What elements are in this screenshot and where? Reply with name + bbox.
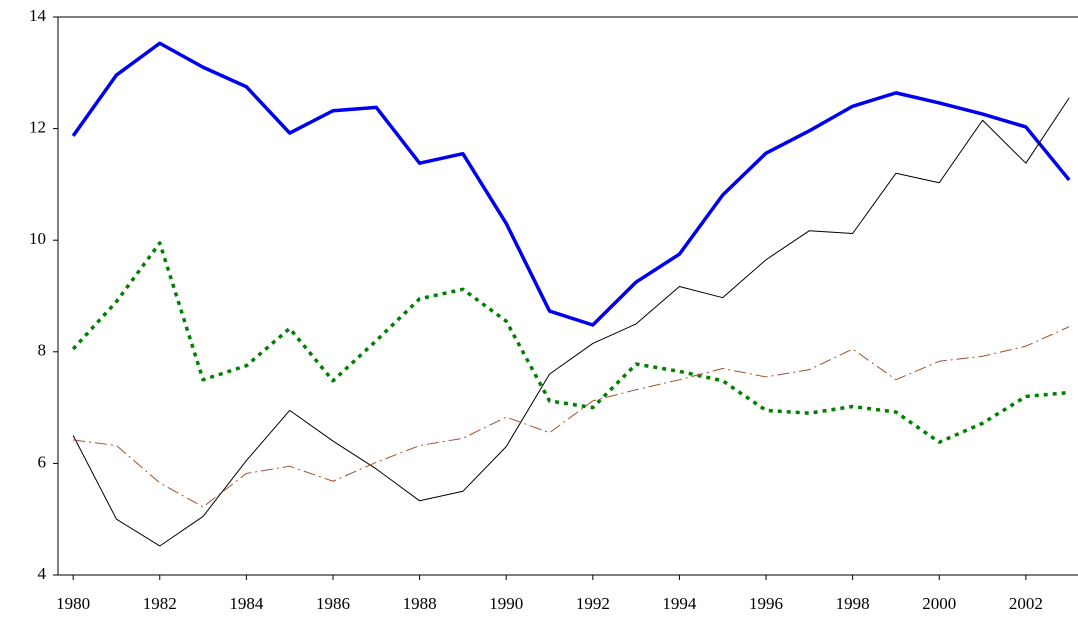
y-tick-label: 8 — [38, 341, 47, 360]
x-tick-label: 1990 — [489, 594, 523, 613]
series-line — [72, 97, 1070, 547]
plot-frame — [57, 16, 1078, 576]
series-line — [73, 326, 1070, 508]
y-tick-label: 4 — [38, 564, 47, 583]
y-tick-label: 14 — [29, 6, 47, 25]
y-tick-label: 12 — [29, 118, 46, 137]
x-tick-label: 1998 — [836, 594, 870, 613]
x-tick-label: 1980 — [56, 594, 90, 613]
series-line — [71, 41, 1071, 327]
series-line — [71, 241, 1070, 444]
x-tick-label: 1988 — [403, 594, 437, 613]
x-tick-label: 1992 — [576, 594, 610, 613]
x-tick-label: 2000 — [922, 594, 956, 613]
x-tick-label: 1984 — [229, 594, 264, 613]
x-tick-label: 2002 — [1009, 594, 1043, 613]
x-tick-label: 1986 — [316, 594, 350, 613]
x-tick-label: 1994 — [662, 594, 697, 613]
y-tick-label: 10 — [29, 229, 46, 248]
x-tick-label: 1996 — [749, 594, 783, 613]
x-tick-label: 1982 — [143, 594, 177, 613]
y-tick-label: 6 — [38, 452, 47, 471]
